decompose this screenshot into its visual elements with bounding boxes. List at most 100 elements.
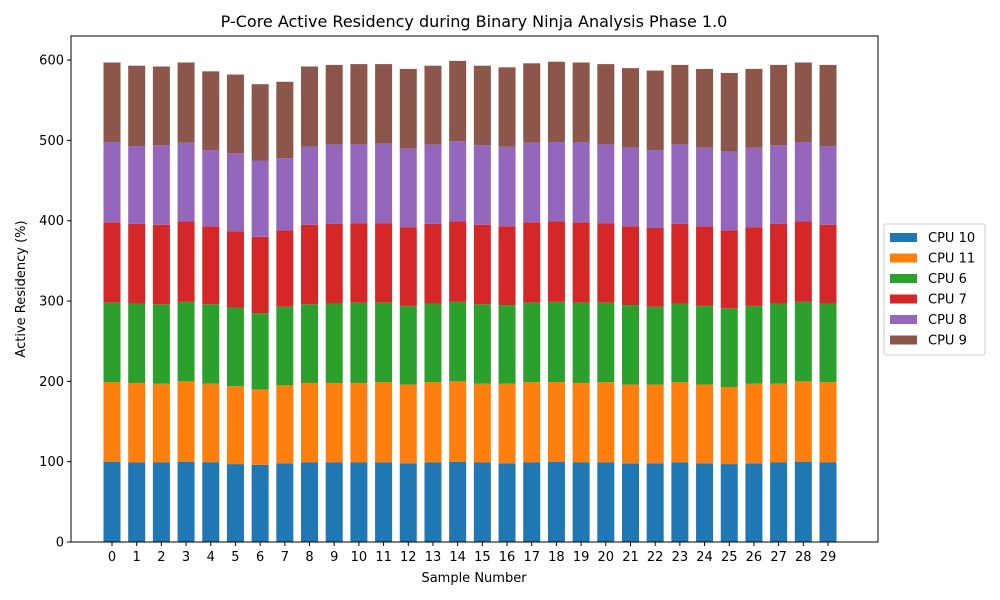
series-cpu-6: [103, 301, 837, 390]
x-tick-label: 25: [721, 550, 738, 565]
bar-segment: [547, 301, 565, 383]
y-tick-label: 600: [39, 54, 64, 69]
bar-segment: [597, 64, 615, 145]
bar-segment: [177, 381, 195, 462]
bar-segment: [473, 383, 491, 463]
bar-segment: [350, 462, 368, 542]
bar-segment: [621, 384, 639, 464]
bar-segment: [202, 226, 220, 305]
bar-segment: [276, 306, 294, 386]
bar-segment: [671, 144, 689, 224]
bar-segment: [646, 384, 664, 464]
legend-label: CPU 9: [928, 334, 967, 349]
x-tick-label: 21: [622, 550, 639, 565]
legend: CPU 10 CPU 11 CPU 6 CPU 7 CPU 8 CPU 9: [883, 223, 986, 356]
bar-segment: [745, 227, 763, 306]
x-tick-label: 5: [231, 550, 239, 565]
bar-segment: [770, 303, 788, 384]
bar-segment: [794, 461, 812, 542]
x-axis-label: Sample Number: [421, 571, 527, 586]
bar-segment: [523, 462, 541, 542]
x-tick-label: 18: [548, 550, 565, 565]
bar-segment: [202, 462, 220, 542]
y-axis-label: Active Residency (%): [14, 220, 29, 357]
x-tick-label: 2: [157, 550, 165, 565]
series-cpu-11: [103, 381, 837, 465]
bar-segment: [696, 384, 714, 464]
bar-segment: [177, 62, 195, 143]
bar-segment: [424, 65, 442, 145]
bar-segment: [152, 224, 170, 305]
bar-segment: [473, 462, 491, 542]
bar-segment: [202, 304, 220, 384]
bar-segment: [251, 236, 269, 314]
x-tick-label: 22: [647, 550, 664, 565]
series-cpu-7: [103, 221, 837, 314]
bar-segment: [449, 60, 467, 142]
bar-segment: [646, 150, 664, 228]
bar-segment: [720, 386, 738, 465]
plot-frame: [70, 35, 879, 543]
bar-segment: [572, 142, 590, 223]
bar-segment: [621, 226, 639, 306]
legend-swatch: [890, 233, 917, 242]
bar-segment: [621, 305, 639, 385]
x-tick-label: 7: [281, 550, 289, 565]
bar-segment: [128, 146, 146, 224]
bar-segment: [523, 302, 541, 383]
bar-segment: [597, 382, 615, 463]
bar-segment: [794, 62, 812, 143]
bar-segment: [523, 222, 541, 303]
y-tick-label: 200: [39, 375, 64, 390]
bar-segment: [103, 222, 121, 303]
y-tick-label: 0: [56, 536, 64, 551]
bar-segment: [720, 464, 738, 542]
bar-segment: [251, 389, 269, 465]
bar-segment: [103, 142, 121, 223]
bar-segment: [226, 74, 244, 154]
bar-segment: [547, 461, 565, 542]
bar-segment: [547, 142, 565, 222]
bar-segment: [720, 151, 738, 231]
x-tick-label: 12: [400, 550, 417, 565]
bar-segment: [177, 221, 195, 302]
y-tick-label: 400: [39, 214, 64, 229]
bar-segment: [350, 302, 368, 383]
bar-segment: [177, 461, 195, 542]
bar-segment: [251, 464, 269, 542]
bar-segment: [646, 306, 664, 385]
series-cpu-10: [103, 461, 837, 542]
bar-segment: [424, 144, 442, 224]
bar-segment: [152, 462, 170, 542]
bar-segment: [819, 224, 837, 304]
y-tick-label: 300: [39, 295, 64, 310]
bar-segment: [572, 382, 590, 463]
bar-segment: [449, 221, 467, 302]
bar-segment: [152, 383, 170, 463]
bar-segment: [794, 221, 812, 302]
bar-segment: [523, 382, 541, 463]
bar-segment: [226, 153, 244, 232]
bar-segment: [819, 146, 837, 225]
bar-segment: [325, 462, 343, 542]
bar-segment: [794, 142, 812, 222]
bar-segment: [424, 223, 442, 304]
bar-segment: [350, 223, 368, 303]
bar-segment: [671, 223, 689, 304]
y-tick-label: 100: [39, 455, 64, 470]
bar-segment: [572, 462, 590, 542]
y-axis: 0 100 200 300 400 500 600: [39, 54, 71, 551]
bar-segment: [597, 462, 615, 542]
x-tick-label: 3: [182, 550, 190, 565]
x-tick-label: 26: [746, 550, 763, 565]
bar-segment: [597, 302, 615, 383]
bar-segment: [597, 223, 615, 303]
bar-segment: [819, 462, 837, 542]
chart-title: P-Core Active Residency during Binary Ni…: [221, 12, 728, 31]
bar-segment: [301, 146, 319, 225]
bar-segment: [523, 142, 541, 223]
bar-segment: [276, 463, 294, 542]
bar-segment: [325, 64, 343, 145]
